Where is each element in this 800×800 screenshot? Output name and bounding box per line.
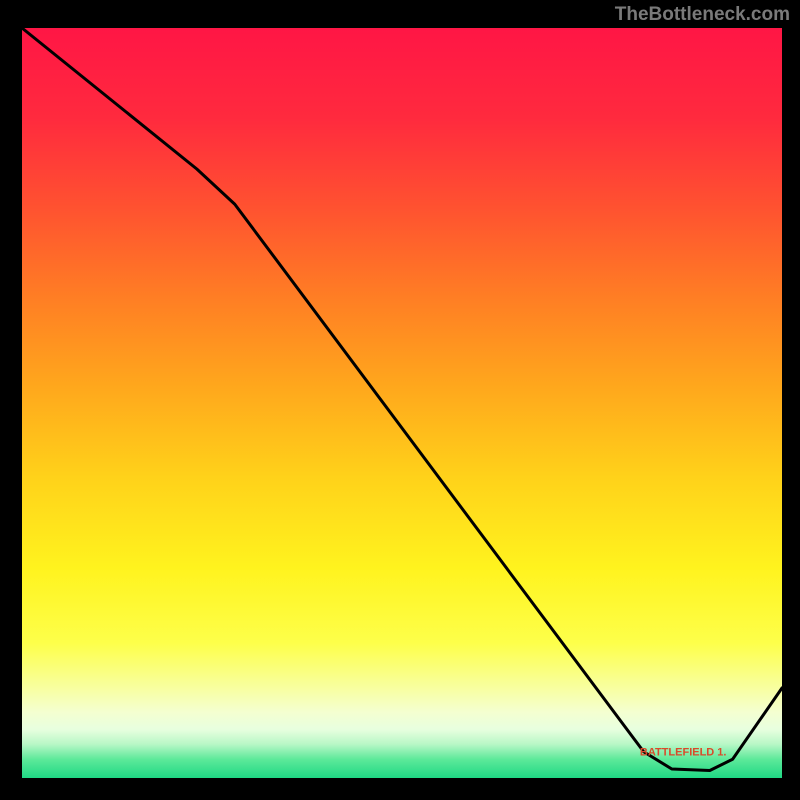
bottom-label: BATTLEFIELD 1. — [640, 747, 727, 759]
chart-svg: BATTLEFIELD 1. — [0, 0, 800, 800]
watermark-text: TheBottleneck.com — [615, 4, 790, 26]
plot-background — [22, 28, 782, 778]
